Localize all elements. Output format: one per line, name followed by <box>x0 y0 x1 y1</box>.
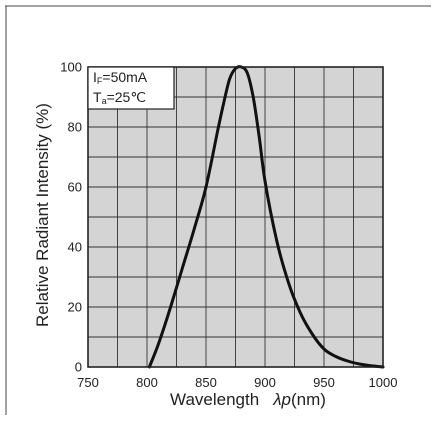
annotation-box: IF=50mA Ta=25℃ <box>87 66 175 110</box>
y-tick-label: 100 <box>60 60 82 75</box>
x-tick-label: 800 <box>136 375 158 390</box>
x-tick-label: 1000 <box>369 375 398 390</box>
y-axis-label: Relative Radiant Intensity (%) <box>33 103 52 327</box>
x-tick-labels: 750 800 850 900 950 1000 <box>77 375 397 390</box>
annotation-current-subscript: F <box>97 76 103 86</box>
x-tick-label: 900 <box>254 375 276 390</box>
y-tick-label: 40 <box>68 240 82 255</box>
x-tick-label: 850 <box>195 375 217 390</box>
y-tick-label: 60 <box>68 180 82 195</box>
annotation-line-temperature: Ta=25℃ <box>93 89 146 106</box>
y-tick-label: 0 <box>75 360 82 375</box>
x-axis-label-symbol: λp <box>272 390 291 409</box>
annotation-frame <box>87 66 175 110</box>
annotation-current-symbol: I <box>93 69 97 85</box>
annotation-line-current: IF=50mA <box>93 69 148 86</box>
annotation-temp-symbol: T <box>93 89 102 105</box>
x-tick-label: 950 <box>313 375 335 390</box>
y-tick-label: 20 <box>68 300 82 315</box>
x-tick-label: 750 <box>77 375 99 390</box>
x-axis-label-unit: (nm) <box>291 390 326 409</box>
y-tick-label: 80 <box>68 120 82 135</box>
annotation-temp-subscript: a <box>102 96 107 106</box>
plot-frame <box>87 66 384 368</box>
x-axis-label: Wavelength λp(nm) <box>170 390 326 409</box>
y-tick-labels: 0 20 40 60 80 100 <box>60 60 82 375</box>
annotation-current-value: =50mA <box>102 69 147 85</box>
annotation-temp-value: =25℃ <box>107 89 146 105</box>
series-line <box>147 65 385 369</box>
grid <box>88 67 383 367</box>
x-axis-label-text: Wavelength <box>170 390 259 409</box>
